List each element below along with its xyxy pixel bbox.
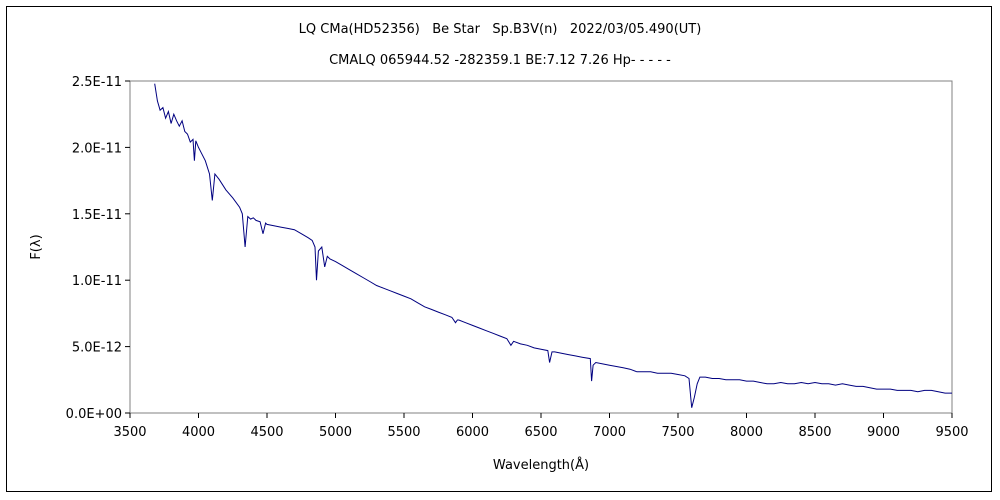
x-tick-label: 5500 — [387, 425, 420, 440]
chart-subtitle: CMALQ 065944.52 -282359.1 BE:7.12 7.26 H… — [329, 53, 671, 68]
y-tick-label: 1.0E-11 — [72, 274, 122, 289]
x-tick-label: 9500 — [935, 425, 968, 440]
y-tick-label: 0.0E+00 — [66, 407, 122, 422]
y-axis-label: F(λ) — [29, 234, 44, 259]
x-axis: 3500 4000 4500 5000 5500 6000 6500 7000 7500 8000… — [113, 413, 969, 440]
x-tick-label: 4000 — [182, 425, 215, 440]
x-tick-label: 9000 — [867, 425, 900, 440]
x-axis-label: Wavelength(Å) — [493, 457, 589, 473]
y-tick-label: 1.5E-11 — [72, 208, 122, 223]
x-tick-label: 7000 — [593, 425, 626, 440]
x-tick-label: 6000 — [456, 425, 489, 440]
x-tick-label: 8500 — [798, 425, 831, 440]
chart-title: LQ CMa(HD52356) Be Star Sp.B3V(n) 2022/0… — [298, 22, 702, 37]
x-tick-label: 6500 — [524, 425, 557, 440]
x-tick-label: 5000 — [319, 425, 352, 440]
y-tick-label: 2.5E-11 — [72, 75, 122, 90]
x-tick-label: 4500 — [250, 425, 283, 440]
plot-area — [129, 80, 953, 414]
y-tick-label: 5.0E-12 — [72, 341, 122, 356]
x-tick-label: 7500 — [661, 425, 694, 440]
y-tick-label: 2.0E-11 — [72, 141, 122, 156]
y-axis: 0.0E+00 5.0E-12 1.0E-11 1.5E-11 2.0E-11 2.5E-… — [66, 75, 130, 422]
x-tick-label: 8000 — [730, 425, 763, 440]
x-tick-label: 3500 — [113, 425, 146, 440]
spectrum-line — [154, 83, 952, 408]
